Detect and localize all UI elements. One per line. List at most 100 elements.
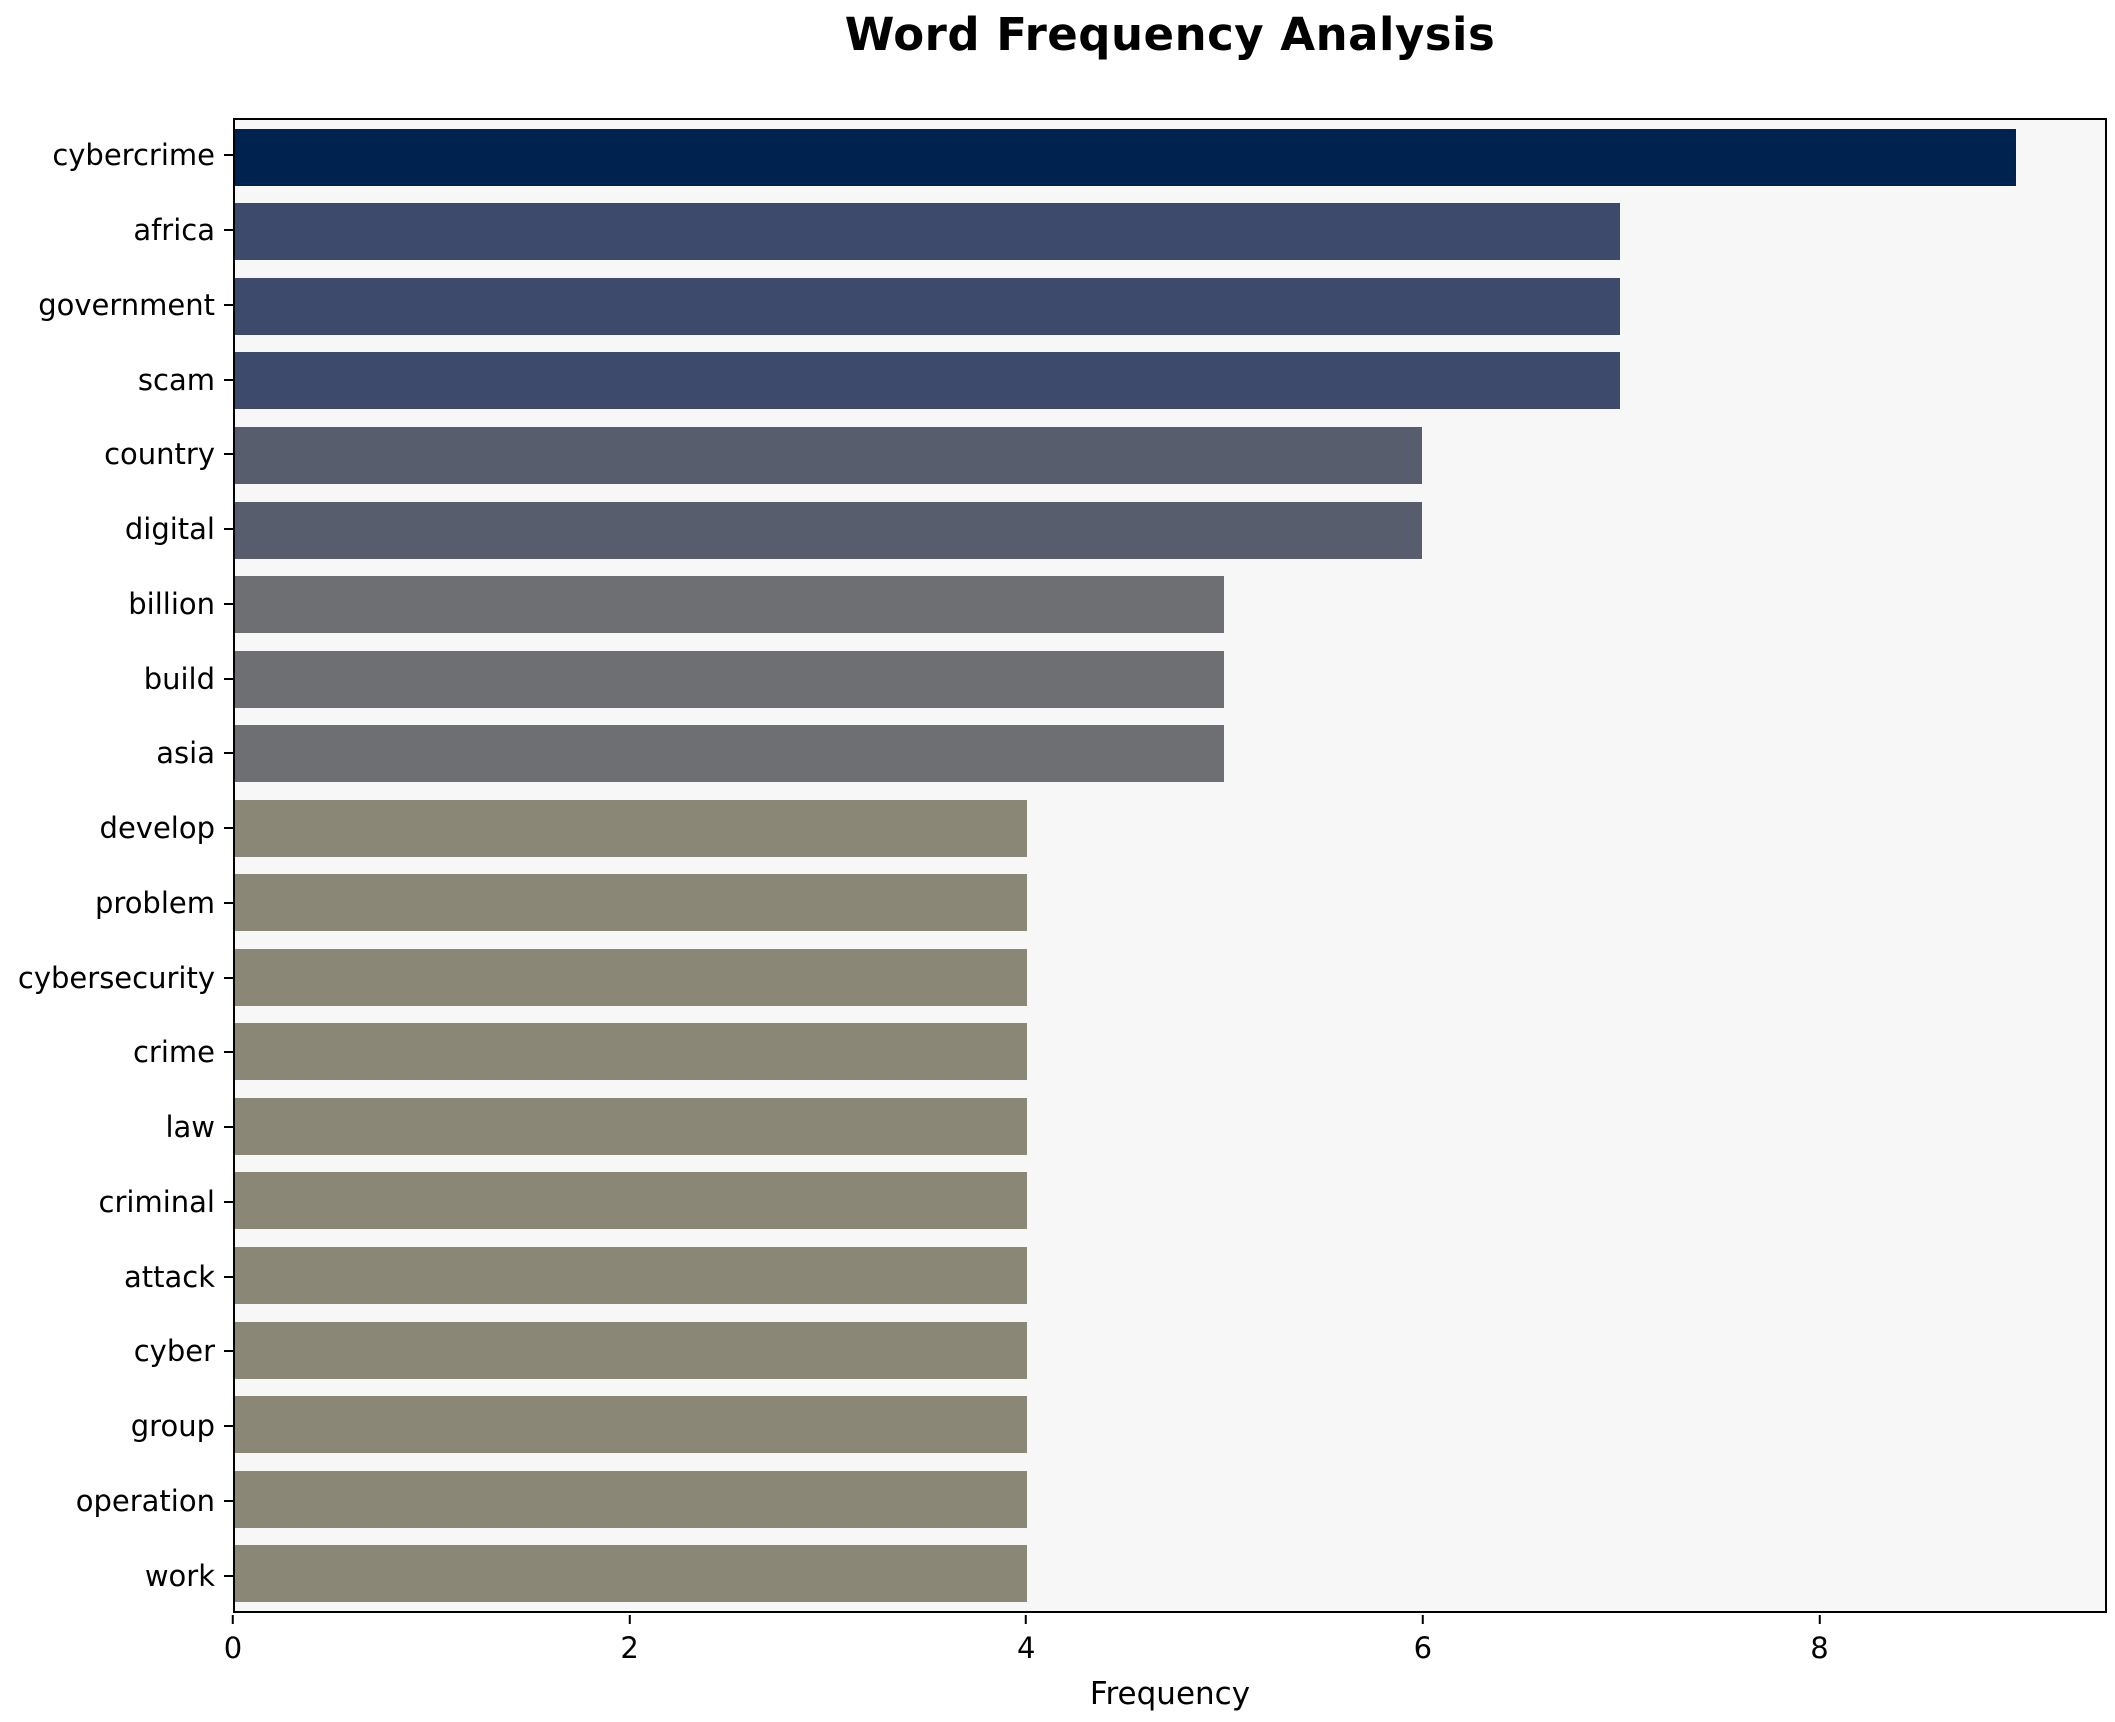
y-axis-label-group: group xyxy=(130,1409,215,1444)
y-tick-mark xyxy=(224,154,233,157)
x-tick-mark xyxy=(1818,1615,1821,1624)
bar-row xyxy=(235,1536,2105,1611)
y-axis-label-row: develop xyxy=(0,791,233,866)
y-tick-mark xyxy=(224,1275,233,1278)
bar-law xyxy=(235,1097,1027,1155)
bar-build xyxy=(235,650,1225,708)
bar-row xyxy=(235,940,2105,1015)
x-tick-label: 2 xyxy=(620,1631,639,1665)
y-axis-label-crime: crime xyxy=(132,1035,215,1070)
y-tick-mark xyxy=(224,453,233,456)
bar-group xyxy=(235,1396,1027,1454)
y-axis-label-row: cyber xyxy=(0,1314,233,1389)
x-tick-8: 8 xyxy=(1810,1615,1829,1665)
bar-billion xyxy=(235,576,1225,634)
bar-row xyxy=(235,344,2105,419)
y-axis-label-row: cybercrime xyxy=(0,118,233,193)
bar-government xyxy=(235,277,1621,335)
bar-row xyxy=(235,1238,2105,1313)
bar-row xyxy=(235,1462,2105,1537)
x-tick-mark xyxy=(1025,1615,1028,1624)
x-tick-0: 0 xyxy=(224,1615,242,1665)
bar-row xyxy=(235,493,2105,568)
y-axis-label-criminal: criminal xyxy=(98,1184,215,1219)
bar-cyber xyxy=(235,1321,1027,1379)
y-tick-mark xyxy=(224,976,233,979)
y-axis-label-row: group xyxy=(0,1389,233,1464)
bar-crime xyxy=(235,1023,1027,1081)
bar-attack xyxy=(235,1246,1027,1304)
y-axis-label-problem: problem xyxy=(95,885,215,920)
bar-row xyxy=(235,791,2105,866)
bar-digital xyxy=(235,501,1423,559)
y-tick-mark xyxy=(224,752,233,755)
bar-row xyxy=(235,418,2105,493)
y-tick-mark xyxy=(224,1051,233,1054)
bar-row xyxy=(235,642,2105,717)
x-tick-4: 4 xyxy=(1017,1615,1035,1665)
bars-area xyxy=(235,120,2105,1611)
bar-scam xyxy=(235,352,1621,410)
bar-row xyxy=(235,1313,2105,1388)
y-tick-mark xyxy=(224,901,233,904)
y-axis-label-row: scam xyxy=(0,342,233,417)
x-tick-mark xyxy=(628,1615,631,1624)
y-axis-label-row: billion xyxy=(0,567,233,642)
y-tick-mark xyxy=(224,229,233,232)
y-axis-label-row: asia xyxy=(0,716,233,791)
bar-row xyxy=(235,1164,2105,1239)
bar-criminal xyxy=(235,1172,1027,1230)
bar-work xyxy=(235,1545,1027,1603)
y-tick-mark xyxy=(224,1574,233,1577)
bar-row xyxy=(235,120,2105,195)
y-tick-mark xyxy=(224,827,233,830)
y-axis-label-row: criminal xyxy=(0,1165,233,1240)
y-axis-label-row: operation xyxy=(0,1464,233,1539)
y-axis-label-row: cybersecurity xyxy=(0,940,233,1015)
bar-row xyxy=(235,716,2105,791)
y-axis-label-row: digital xyxy=(0,492,233,567)
bar-develop xyxy=(235,799,1027,857)
y-axis-label-row: build xyxy=(0,641,233,716)
x-tick-6: 6 xyxy=(1414,1615,1432,1665)
y-tick-mark xyxy=(224,1126,233,1129)
y-axis-label-attack: attack xyxy=(123,1259,215,1294)
y-axis-label-row: africa xyxy=(0,193,233,268)
x-tick-label: 6 xyxy=(1413,1631,1433,1665)
bar-country xyxy=(235,426,1423,484)
y-axis-label-build: build xyxy=(143,661,215,696)
x-tick-2: 2 xyxy=(620,1615,639,1665)
y-tick-mark xyxy=(224,303,233,306)
y-tick-mark xyxy=(224,1499,233,1502)
y-axis-label-scam: scam xyxy=(137,362,215,397)
y-axis-label-africa: africa xyxy=(133,213,215,248)
bar-operation xyxy=(235,1470,1027,1528)
y-axis-label-asia: asia xyxy=(156,736,215,771)
chart-title: Word Frequency Analysis xyxy=(844,8,1496,61)
y-tick-mark xyxy=(224,677,233,680)
y-tick-mark xyxy=(224,1350,233,1353)
bar-asia xyxy=(235,725,1225,783)
y-axis-label-row: law xyxy=(0,1090,233,1165)
y-axis-label-country: country xyxy=(104,437,215,472)
y-tick-mark xyxy=(224,1425,233,1428)
y-axis-label-work: work xyxy=(144,1558,215,1593)
bar-cybercrime xyxy=(235,128,2016,186)
y-axis-label-law: law xyxy=(165,1110,215,1145)
y-axis-label-cybercrime: cybercrime xyxy=(52,138,215,173)
y-tick-mark xyxy=(224,602,233,605)
y-axis-label-row: problem xyxy=(0,866,233,941)
bar-row xyxy=(235,269,2105,344)
x-tick-label: 4 xyxy=(1016,1631,1036,1665)
y-axis-label-row: work xyxy=(0,1538,233,1613)
x-axis-ticks: 0 2 4 6 8 xyxy=(224,1613,2107,1683)
y-axis-label-row: country xyxy=(0,417,233,492)
bar-problem xyxy=(235,874,1027,932)
y-axis-label-develop: develop xyxy=(99,811,215,846)
y-axis-label-cybersecurity: cybersecurity xyxy=(17,960,215,995)
y-tick-mark xyxy=(224,378,233,381)
plot-area xyxy=(233,118,2107,1613)
y-axis-label-row: government xyxy=(0,268,233,343)
x-tick-label: 0 xyxy=(223,1631,243,1665)
bar-row xyxy=(235,1089,2105,1164)
